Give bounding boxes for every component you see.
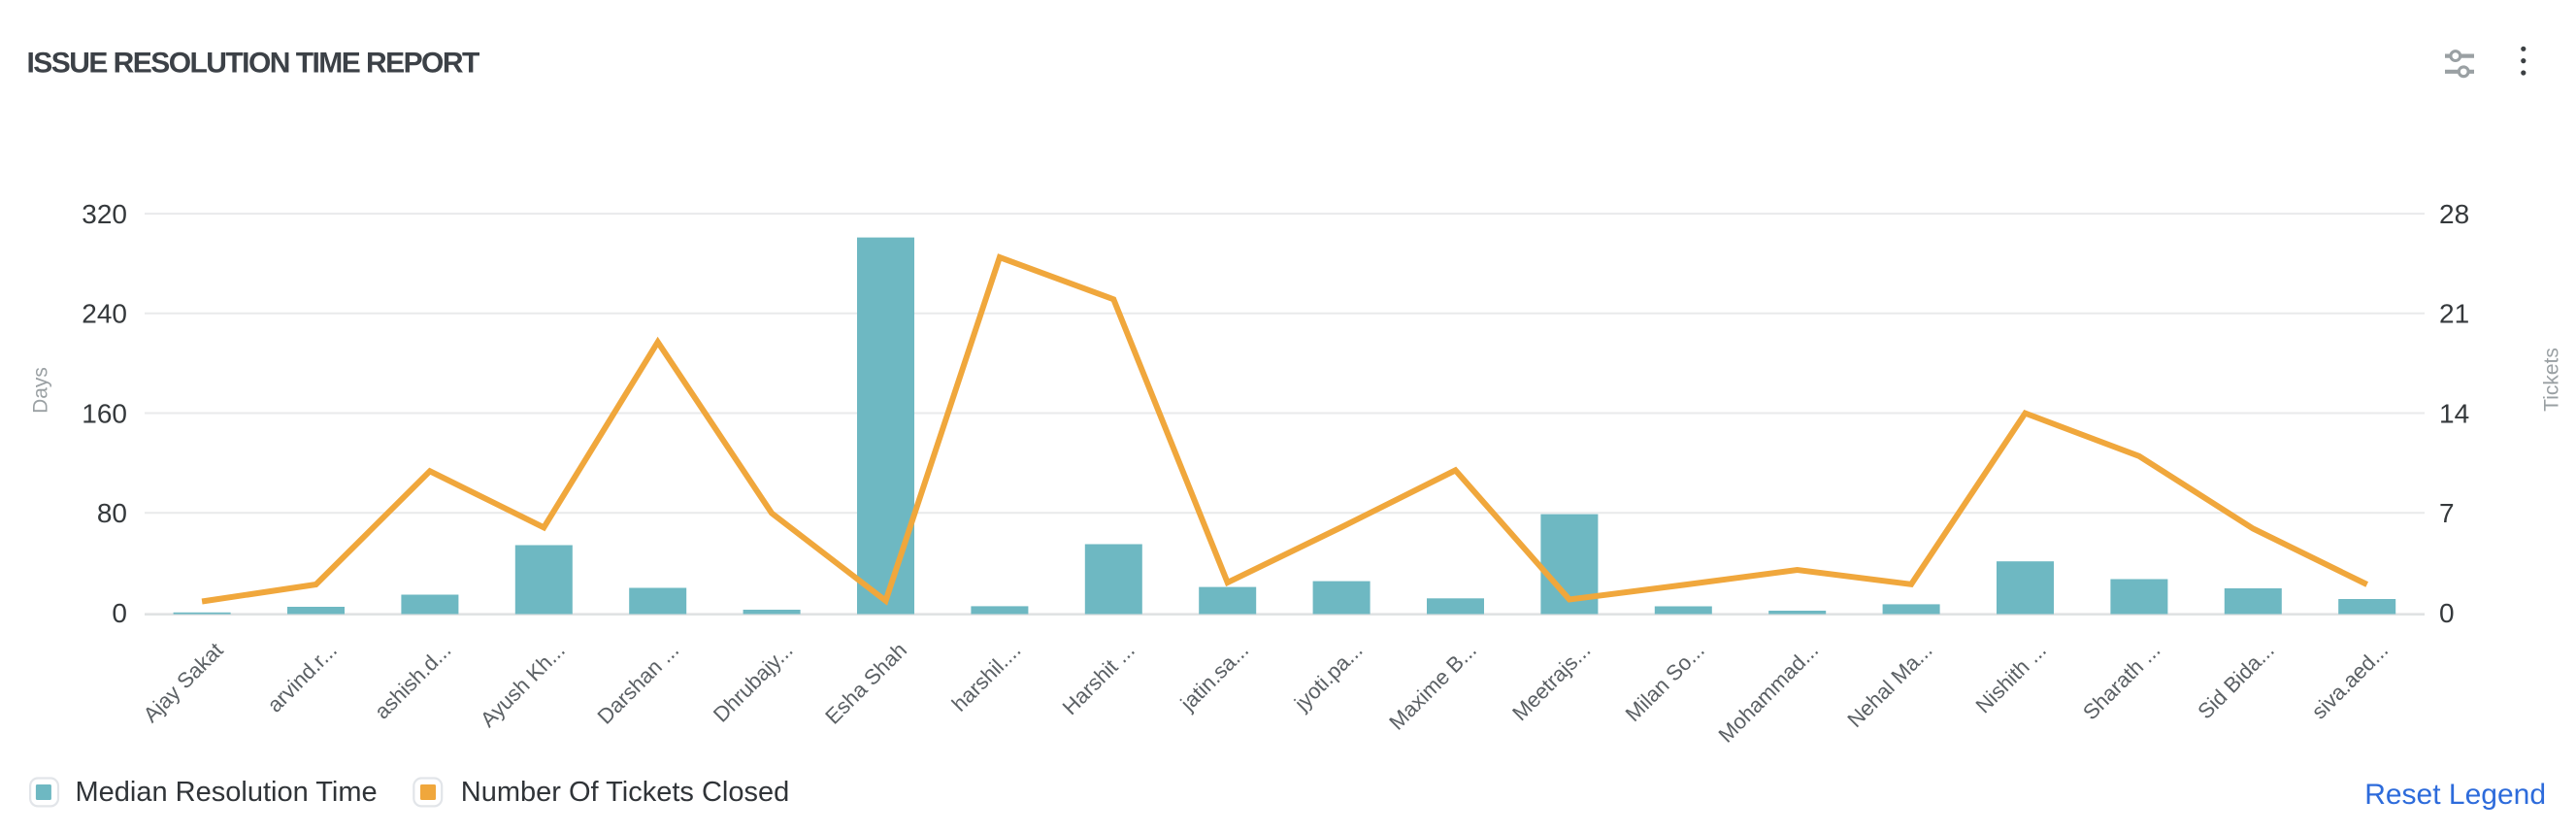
svg-text:320: 320 bbox=[82, 199, 127, 229]
svg-text:Maxime B...: Maxime B... bbox=[1384, 638, 1481, 735]
svg-text:0: 0 bbox=[112, 598, 127, 628]
svg-text:Ayush Kh...: Ayush Kh... bbox=[476, 638, 570, 732]
svg-text:Tickets: Tickets bbox=[2541, 348, 2563, 412]
svg-text:240: 240 bbox=[82, 299, 127, 329]
svg-text:arvind.r...: arvind.r... bbox=[262, 638, 342, 717]
svg-text:Dhrubajy...: Dhrubajy... bbox=[709, 638, 798, 727]
svg-text:ashish.d...: ashish.d... bbox=[370, 638, 456, 724]
svg-text:Days: Days bbox=[30, 367, 52, 414]
svg-text:Darshan ...: Darshan ... bbox=[592, 638, 683, 729]
svg-text:siva.aed...: siva.aed... bbox=[2307, 638, 2394, 724]
svg-text:21: 21 bbox=[2439, 299, 2469, 329]
svg-text:Harshit ...: Harshit ... bbox=[1058, 638, 1139, 719]
svg-text:Milan So...: Milan So... bbox=[1621, 638, 1709, 726]
svg-text:Nishith ...: Nishith ... bbox=[1971, 638, 2052, 718]
svg-text:ISSUE RESOLUTION TIME REPORT: ISSUE RESOLUTION TIME REPORT bbox=[27, 48, 479, 80]
svg-text:0: 0 bbox=[2439, 598, 2455, 628]
svg-text:Nehal Ma...: Nehal Ma... bbox=[1842, 638, 1936, 732]
svg-text:Ajay Sakat: Ajay Sakat bbox=[139, 638, 228, 727]
svg-text:Esha Shah: Esha Shah bbox=[820, 638, 911, 729]
svg-text:Median Resolution Time: Median Resolution Time bbox=[76, 777, 378, 808]
svg-text:7: 7 bbox=[2439, 498, 2455, 528]
svg-text:28: 28 bbox=[2439, 199, 2469, 229]
svg-text:jyoti.pa...: jyoti.pa... bbox=[1289, 638, 1368, 716]
svg-text:Meetrajs...: Meetrajs... bbox=[1507, 638, 1595, 725]
svg-text:Number Of Tickets Closed: Number Of Tickets Closed bbox=[461, 777, 789, 808]
svg-text:jatin.sa...: jatin.sa... bbox=[1175, 638, 1254, 716]
svg-text:Sharath ...: Sharath ... bbox=[2078, 638, 2164, 724]
svg-text:14: 14 bbox=[2439, 398, 2469, 428]
svg-text:Mohammad...: Mohammad... bbox=[1713, 638, 1823, 748]
svg-text:80: 80 bbox=[97, 498, 127, 528]
svg-text:Reset Legend: Reset Legend bbox=[2364, 779, 2546, 811]
svg-text:Sid Bida...: Sid Bida... bbox=[2193, 638, 2279, 724]
svg-text:160: 160 bbox=[82, 398, 127, 428]
svg-text:harshil....: harshil.... bbox=[947, 638, 1026, 716]
